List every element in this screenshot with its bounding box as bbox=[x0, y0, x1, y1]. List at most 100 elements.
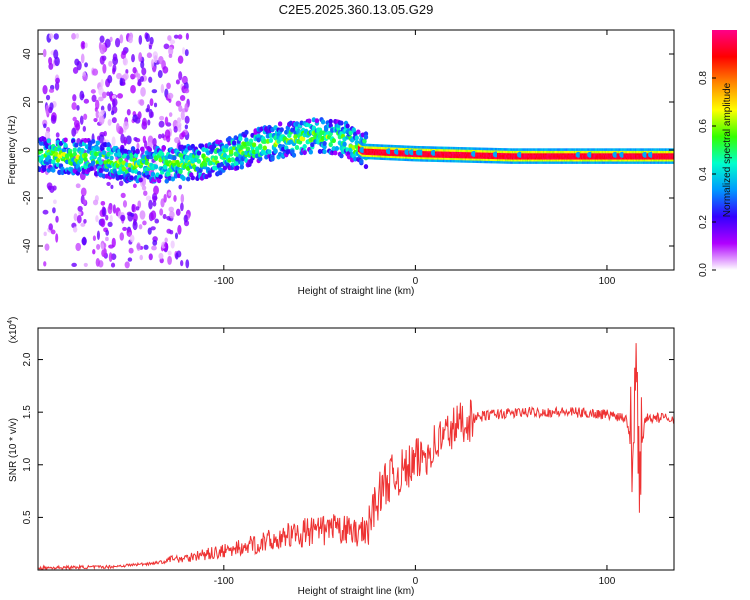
spectral-band-point bbox=[476, 158, 478, 161]
spectral-band-point bbox=[641, 156, 644, 160]
spectral-noise-point bbox=[123, 73, 129, 80]
spectral-noise-point bbox=[48, 223, 53, 231]
spectral-band-point bbox=[621, 161, 623, 164]
spectral-band-point bbox=[613, 148, 615, 151]
spectral-band-point bbox=[585, 150, 587, 154]
spectral-band-point bbox=[516, 155, 518, 158]
spectral-band-point bbox=[556, 150, 559, 154]
spectral-noise-point bbox=[83, 218, 87, 224]
spectral-band-point bbox=[654, 150, 656, 154]
spectral-band-point bbox=[377, 148, 379, 152]
spectral-ridge-point bbox=[72, 147, 77, 153]
spectral-band-point bbox=[560, 156, 562, 160]
spectral-band-point bbox=[580, 148, 583, 151]
spectral-band-point bbox=[540, 158, 543, 162]
spectral-ridge-point bbox=[231, 140, 237, 146]
spectral-band-point bbox=[555, 161, 558, 164]
spectral-noise-point bbox=[185, 259, 190, 269]
spectral-band-point bbox=[470, 147, 472, 150]
spectral-band-point bbox=[491, 154, 493, 158]
spectral-noise-point bbox=[117, 93, 124, 99]
spectral-band-point bbox=[582, 152, 584, 156]
spectral-band-point bbox=[579, 158, 582, 162]
spectral-band-point bbox=[571, 156, 574, 160]
spectral-band-point bbox=[438, 157, 440, 160]
spectral-band-point bbox=[477, 149, 479, 153]
spectral-band-point bbox=[438, 146, 440, 150]
spectral-band-point bbox=[445, 159, 447, 163]
spectral-band-point bbox=[532, 150, 535, 154]
spectral-band-point bbox=[361, 145, 363, 149]
spectral-band-point bbox=[611, 150, 614, 154]
spectral-band-point bbox=[516, 148, 518, 151]
spectral-band-point bbox=[451, 157, 453, 160]
spectral-noise-point bbox=[145, 108, 150, 113]
spectral-band-point bbox=[570, 148, 572, 151]
spectral-ridge-point bbox=[54, 146, 59, 152]
spectral-band-point bbox=[671, 161, 674, 164]
spectral-band-point bbox=[477, 154, 479, 157]
spectral-band-point bbox=[471, 149, 474, 153]
spectral-band-point bbox=[461, 155, 463, 159]
spectral-band-point bbox=[637, 155, 639, 158]
spectral-ridge-point bbox=[302, 150, 307, 156]
spectral-band-point bbox=[369, 143, 371, 147]
spectral-band-point bbox=[553, 152, 555, 156]
spectral-band-point bbox=[539, 156, 541, 160]
spectral-band-point bbox=[579, 161, 582, 164]
snr-x-ticks: -100 0 100 bbox=[214, 328, 616, 587]
spectral-noise-point bbox=[158, 56, 164, 65]
spectral-band-point bbox=[390, 151, 392, 155]
spectral-band-point bbox=[467, 160, 469, 163]
spectral-band-point bbox=[542, 158, 545, 162]
spectral-band-point bbox=[528, 152, 530, 156]
spectral-band-point bbox=[426, 152, 429, 156]
spectral-band-point bbox=[519, 156, 522, 160]
spectral-band-point bbox=[611, 156, 614, 160]
spectral-band-point bbox=[521, 152, 523, 156]
spectral-noise-point bbox=[112, 98, 118, 107]
spectral-band-point bbox=[468, 160, 470, 163]
spectral-ridge-point bbox=[308, 149, 313, 155]
spectral-band-point bbox=[367, 150, 369, 154]
spectral-noise-point bbox=[104, 38, 111, 48]
spectral-noise-point bbox=[71, 262, 77, 267]
spectral-band-point bbox=[409, 156, 412, 159]
spectral-band-point bbox=[621, 156, 623, 160]
spectral-noise-point bbox=[139, 210, 146, 220]
spectral-band-point bbox=[593, 150, 595, 154]
spectral-band-point bbox=[590, 156, 592, 160]
spectral-band-point bbox=[601, 161, 603, 164]
spectral-band-point bbox=[492, 150, 494, 153]
spectral-band-point bbox=[482, 149, 484, 153]
spectral-band-point bbox=[521, 155, 523, 158]
snr-y-tick-label: 1.0 bbox=[22, 457, 33, 471]
spectral-band-point bbox=[470, 157, 472, 161]
spectral-band-point bbox=[375, 144, 377, 147]
spectral-noise-point bbox=[178, 184, 183, 190]
spectral-band-point bbox=[471, 157, 474, 161]
spectral-noise-point bbox=[92, 199, 99, 206]
spectral-band-point bbox=[638, 148, 640, 151]
spectral-band-point bbox=[438, 159, 440, 163]
spectral-band-point bbox=[393, 153, 395, 157]
spectral-band-point bbox=[472, 156, 475, 159]
spectral-ridge-point bbox=[185, 176, 191, 182]
spectral-band-point bbox=[571, 158, 574, 162]
spectral-band-point bbox=[513, 148, 515, 151]
spectral-band-point bbox=[669, 158, 671, 162]
spectral-band-point bbox=[591, 156, 593, 160]
spectral-band-point bbox=[603, 161, 606, 164]
spectral-band-point bbox=[618, 161, 621, 164]
spectral-band-point bbox=[657, 150, 660, 154]
spectral-band-point bbox=[417, 156, 420, 160]
spectral-band-point bbox=[471, 160, 474, 163]
spectral-band-point bbox=[382, 148, 384, 152]
spectral-band-point bbox=[617, 158, 620, 162]
spectral-band-point bbox=[534, 150, 537, 154]
spectral-band-point bbox=[419, 154, 422, 158]
spectral-band-point bbox=[542, 156, 545, 160]
spectral-band-point bbox=[411, 158, 414, 162]
spectral-band-point bbox=[530, 158, 532, 162]
spectral-band-point bbox=[547, 161, 549, 164]
